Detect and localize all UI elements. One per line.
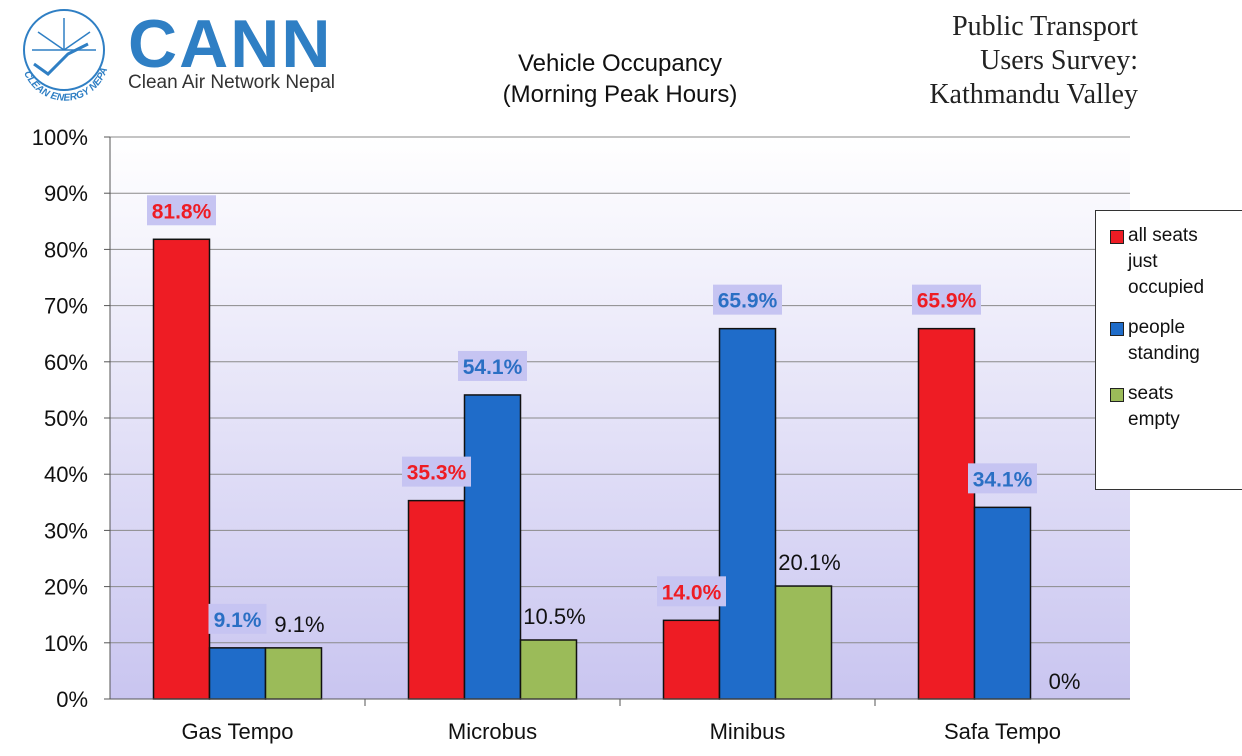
data-label: 34.1% xyxy=(973,468,1033,491)
y-tick-label: 20% xyxy=(44,575,88,600)
data-label-box xyxy=(147,195,216,226)
data-label: 54.1% xyxy=(463,356,523,379)
data-label: 14.0% xyxy=(662,581,722,604)
data-label: 10.5% xyxy=(523,604,585,629)
y-tick-label: 70% xyxy=(44,294,88,319)
data-label: 65.9% xyxy=(718,290,778,313)
bar xyxy=(917,327,976,700)
data-label: 65.9% xyxy=(917,290,977,313)
y-tick-label: 60% xyxy=(44,350,88,375)
data-label: 20.1% xyxy=(778,550,840,575)
x-tick-label: Minibus xyxy=(710,719,786,744)
legend-item-occupied: all seats just occupied xyxy=(1110,223,1232,301)
y-tick-label: 50% xyxy=(44,406,88,431)
y-tick-label: 10% xyxy=(44,631,88,656)
legend-item-standing: people standing xyxy=(1110,315,1232,367)
bar xyxy=(774,585,833,700)
chart-title: Vehicle Occupancy (Morning Peak Hours) xyxy=(440,48,800,110)
y-tick-label: 80% xyxy=(44,237,88,262)
legend-label-standing: people standing xyxy=(1128,317,1200,364)
legend-label-occupied: all seats just occupied xyxy=(1128,225,1205,298)
bar xyxy=(519,639,578,700)
data-label: 9.1% xyxy=(274,612,324,637)
legend-swatch-occupied xyxy=(1110,230,1124,244)
bar xyxy=(662,619,721,700)
data-label-box xyxy=(458,350,527,381)
x-tick-label: Microbus xyxy=(448,719,537,744)
y-tick-label: 100% xyxy=(32,125,88,150)
legend-label-empty: seats empty xyxy=(1128,383,1180,430)
y-tick-label: 90% xyxy=(44,181,88,206)
org-subtitle: Clean Air Network Nepal xyxy=(128,72,335,93)
data-label-box xyxy=(713,284,782,315)
bar xyxy=(973,506,1032,700)
emblem-icon: CLEAN ENERGY NEPAL xyxy=(5,0,110,104)
data-label-box xyxy=(912,284,981,315)
chart-title-line2: (Morning Peak Hours) xyxy=(502,81,738,108)
bar xyxy=(152,238,211,700)
data-label: 81.8% xyxy=(152,200,212,223)
legend: all seats just occupied people standing … xyxy=(1095,210,1242,490)
data-label-box xyxy=(208,603,267,634)
bar xyxy=(718,327,777,700)
data-label-box xyxy=(657,576,726,607)
legend-item-empty: seats empty xyxy=(1110,381,1232,433)
chart-title-line1: Vehicle Occupancy xyxy=(517,50,723,77)
org-name: CANN xyxy=(128,6,333,82)
legend-swatch-empty xyxy=(1110,388,1124,402)
y-tick-label: 30% xyxy=(44,518,88,543)
bar xyxy=(264,647,323,700)
y-tick-label: 40% xyxy=(44,462,88,487)
x-tick-label: Gas Tempo xyxy=(181,719,293,744)
survey-title-line1: Public Transport xyxy=(952,11,1138,42)
y-tick-label: 0% xyxy=(56,687,88,712)
survey-title: Public Transport Users Survey: Kathmandu… xyxy=(929,10,1138,112)
x-tick-label: Safa Tempo xyxy=(944,719,1061,744)
data-label-box xyxy=(402,456,471,487)
legend-swatch-standing xyxy=(1110,322,1124,336)
data-label-box xyxy=(968,463,1037,494)
bar xyxy=(208,647,267,700)
data-label: 9.1% xyxy=(214,609,262,632)
data-label: 0% xyxy=(1049,669,1081,694)
survey-title-line3: Kathmandu Valley xyxy=(929,79,1138,110)
bar xyxy=(407,499,466,700)
bar xyxy=(463,394,522,700)
survey-title-line2: Users Survey: xyxy=(980,45,1138,76)
logo: CLEAN ENERGY NEPAL CANN Clean Air Networ… xyxy=(5,0,338,104)
data-label: 35.3% xyxy=(407,462,467,485)
